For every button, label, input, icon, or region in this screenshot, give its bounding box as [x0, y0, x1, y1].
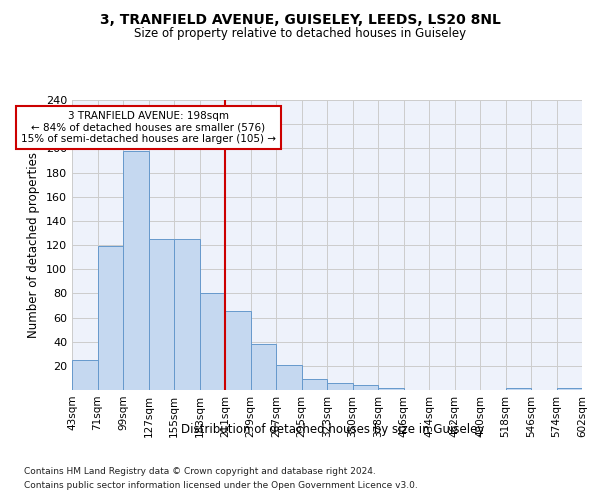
Bar: [378, 388, 404, 390]
Bar: [251, 344, 276, 390]
Text: Contains HM Land Registry data © Crown copyright and database right 2024.: Contains HM Land Registry data © Crown c…: [24, 468, 376, 476]
Bar: [302, 379, 327, 390]
Bar: [149, 239, 174, 390]
Text: 3 TRANFIELD AVENUE: 198sqm
← 84% of detached houses are smaller (576)
15% of sem: 3 TRANFIELD AVENUE: 198sqm ← 84% of deta…: [21, 111, 276, 144]
Text: Size of property relative to detached houses in Guiseley: Size of property relative to detached ho…: [134, 28, 466, 40]
Text: 3, TRANFIELD AVENUE, GUISELEY, LEEDS, LS20 8NL: 3, TRANFIELD AVENUE, GUISELEY, LEEDS, LS…: [100, 12, 500, 26]
Text: Distribution of detached houses by size in Guiseley: Distribution of detached houses by size …: [181, 422, 485, 436]
Bar: [199, 294, 225, 390]
Y-axis label: Number of detached properties: Number of detached properties: [28, 152, 40, 338]
Bar: [72, 360, 97, 390]
Bar: [97, 246, 123, 390]
Bar: [327, 383, 353, 390]
Bar: [276, 364, 302, 390]
Bar: [505, 388, 531, 390]
Bar: [353, 385, 378, 390]
Bar: [557, 388, 582, 390]
Text: Contains public sector information licensed under the Open Government Licence v3: Contains public sector information licen…: [24, 481, 418, 490]
Bar: [123, 151, 149, 390]
Bar: [174, 239, 199, 390]
Bar: [225, 312, 251, 390]
